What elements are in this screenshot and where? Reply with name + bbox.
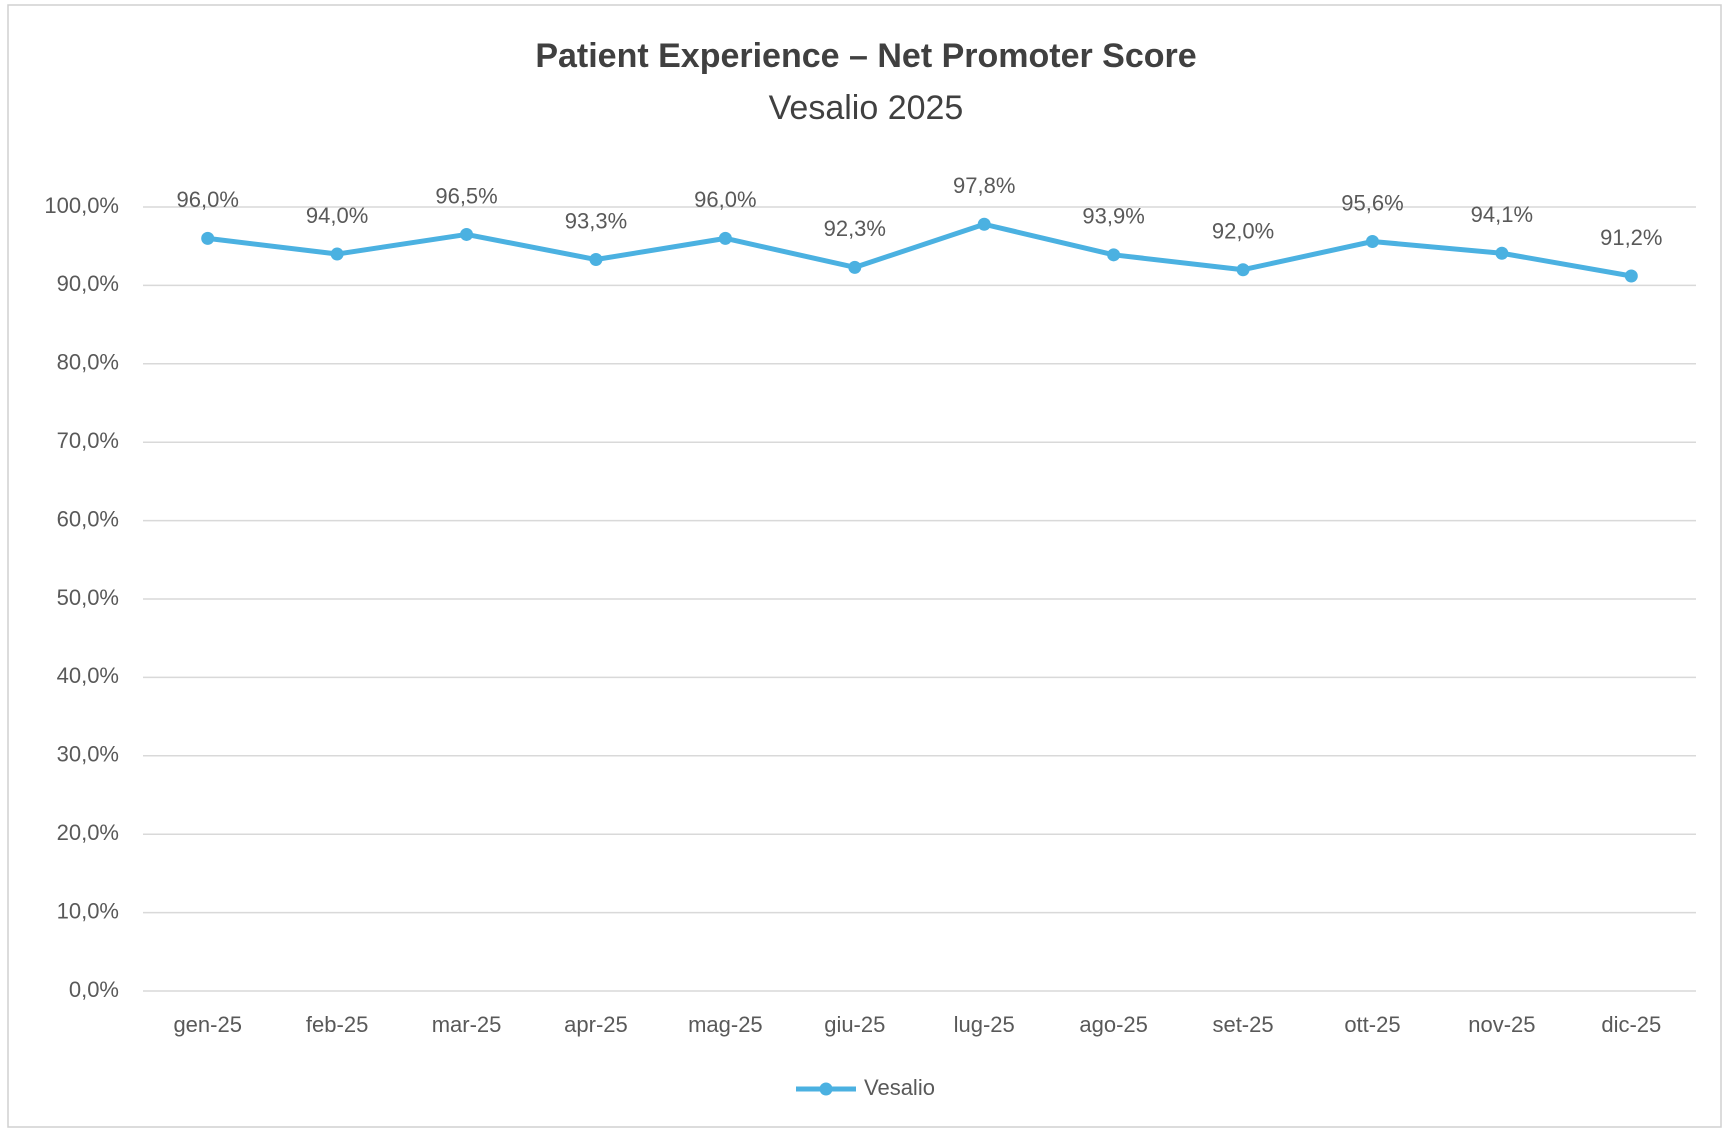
x-tick-label: feb-25 [306, 1012, 368, 1037]
data-point [848, 260, 862, 274]
chart-frame [7, 4, 1722, 1128]
data-label: 93,9% [1082, 204, 1144, 229]
data-label: 92,3% [824, 216, 886, 241]
data-point [977, 217, 991, 231]
x-tick-label: dic-25 [1601, 1012, 1661, 1037]
x-tick-label: giu-25 [824, 1012, 885, 1037]
data-point [1107, 248, 1121, 262]
data-point [718, 231, 732, 245]
y-tick-label: 50,0% [57, 585, 119, 610]
y-tick-label: 40,0% [57, 663, 119, 688]
data-point [1495, 246, 1509, 260]
x-tick-label: mar-25 [432, 1012, 502, 1037]
legend-marker [819, 1082, 833, 1096]
series-line [207, 221, 1632, 279]
x-tick-label: nov-25 [1468, 1012, 1535, 1037]
x-tick-label: set-25 [1212, 1012, 1273, 1037]
y-tick-label: 80,0% [57, 350, 119, 375]
data-point [460, 227, 474, 241]
data-point [201, 231, 215, 245]
legend-label: Vesalio [864, 1075, 935, 1100]
data-label: 92,0% [1212, 219, 1274, 244]
chart-subtitle: Vesalio 2025 [769, 89, 964, 127]
data-point [589, 253, 603, 267]
data-point [1236, 263, 1250, 277]
data-point [1624, 269, 1638, 283]
y-tick-label: 60,0% [57, 506, 119, 531]
y-tick-label: 0,0% [69, 977, 119, 1002]
data-label: 95,6% [1341, 190, 1403, 215]
x-tick-label: apr-25 [564, 1012, 628, 1037]
data-label: 93,3% [565, 208, 627, 233]
data-label: 94,1% [1471, 202, 1533, 227]
y-tick-label: 90,0% [57, 271, 119, 296]
y-tick-label: 70,0% [57, 428, 119, 453]
y-tick-label: 30,0% [57, 742, 119, 767]
y-tick-label: 10,0% [57, 898, 119, 923]
data-label: 96,0% [694, 187, 756, 212]
data-label: 96,0% [177, 187, 239, 212]
x-tick-label: mag-25 [688, 1012, 763, 1037]
y-tick-label: 100,0% [44, 193, 119, 218]
data-label: 97,8% [953, 173, 1015, 198]
x-tick-label: ott-25 [1344, 1012, 1400, 1037]
x-tick-label: ago-25 [1079, 1012, 1148, 1037]
data-label: 94,0% [306, 203, 368, 228]
data-point [330, 247, 344, 261]
data-label: 96,5% [435, 183, 497, 208]
x-tick-label: gen-25 [173, 1012, 242, 1037]
chart-title: Patient Experience – Net Promoter Score [535, 37, 1196, 75]
data-point [1365, 234, 1379, 248]
x-tick-label: lug-25 [954, 1012, 1015, 1037]
y-tick-label: 20,0% [57, 820, 119, 845]
data-label: 91,2% [1600, 225, 1662, 250]
